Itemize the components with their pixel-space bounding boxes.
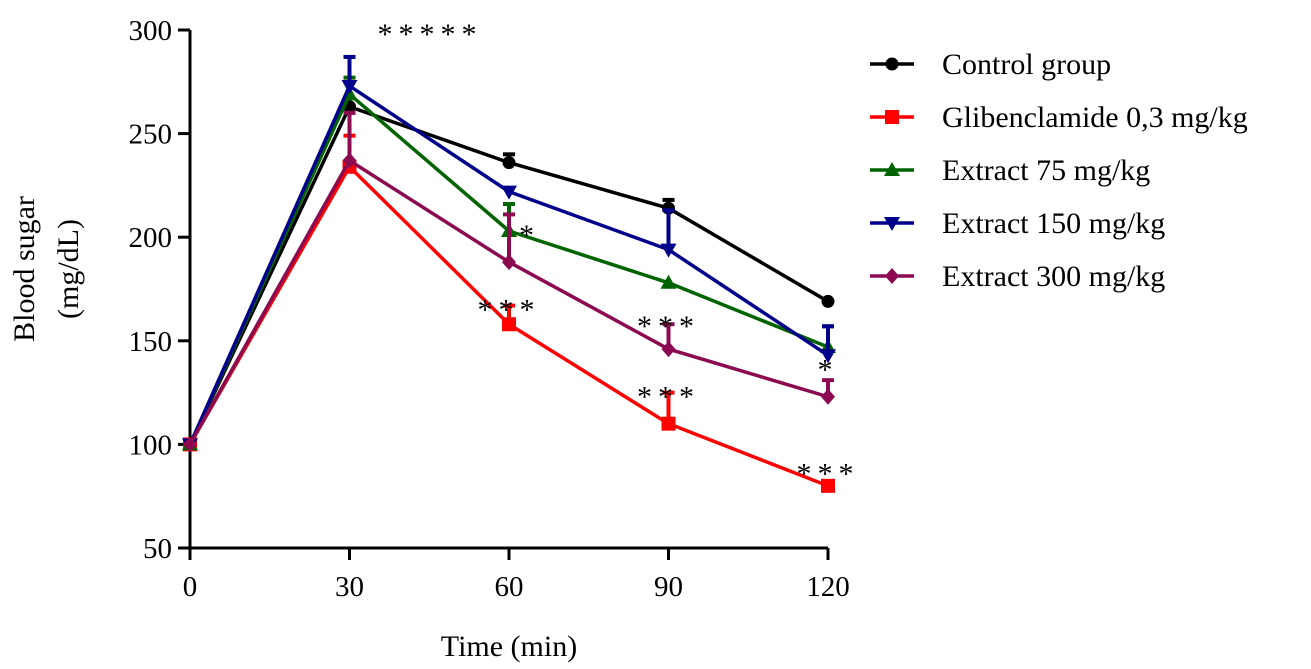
y-axis-title: (mg/dL) xyxy=(52,219,85,319)
legend-item: Extract 150 mg/kg xyxy=(870,207,1165,240)
series-layer xyxy=(182,54,836,493)
x-tick-label: 60 xyxy=(495,571,524,603)
data-point xyxy=(341,79,358,94)
series-5 xyxy=(183,110,835,453)
y-tick-label: 200 xyxy=(129,222,173,254)
data-point xyxy=(501,185,517,200)
y-tick-label: 150 xyxy=(129,326,173,358)
data-point xyxy=(502,317,516,332)
data-point xyxy=(821,294,835,308)
legend-item: Extract 300 mg/kg xyxy=(870,260,1165,293)
x-axis-title: Time (min) xyxy=(441,630,577,663)
data-point xyxy=(821,388,835,405)
legend-marker xyxy=(885,268,899,284)
data-point xyxy=(502,254,516,271)
x-tick-label: 0 xyxy=(183,571,198,603)
data-point xyxy=(821,478,835,493)
series-4 xyxy=(182,54,836,453)
annotations: ******************* xyxy=(378,18,860,490)
axes: 50 100 150 200 250 300 0 30 60 90 120 Time (min) Blo… xyxy=(8,15,850,663)
x-tick-label: 30 xyxy=(335,571,364,603)
y-tick-label: 300 xyxy=(129,15,173,47)
legend-item: Extract 75 mg/kg xyxy=(870,154,1150,187)
data-point xyxy=(820,349,836,364)
significance-annotation: *** xyxy=(797,457,860,490)
legend-label: Extract 150 mg/kg xyxy=(942,207,1165,240)
data-point xyxy=(183,436,197,453)
significance-annotation: *** xyxy=(637,310,700,343)
data-point xyxy=(660,274,677,289)
legend-item: Control group xyxy=(870,48,1111,81)
x-tick-label: 90 xyxy=(654,571,683,603)
legend-marker xyxy=(885,57,899,71)
legend-item: Glibenclamide 0,3 mg/kg xyxy=(870,101,1248,134)
significance-annotation: * xyxy=(519,219,540,252)
legend-label: Extract 300 mg/kg xyxy=(942,260,1165,293)
significance-annotation: *** xyxy=(637,381,700,414)
significance-annotation: *** xyxy=(478,294,541,327)
data-point xyxy=(342,152,357,169)
legend-label: Glibenclamide 0,3 mg/kg xyxy=(942,101,1248,134)
legend-label: Extract 75 mg/kg xyxy=(942,154,1150,187)
x-tick-label: 120 xyxy=(806,571,850,603)
data-point xyxy=(661,341,676,358)
legend-marker xyxy=(884,217,900,231)
y-tick-label: 250 xyxy=(129,119,173,151)
data-point xyxy=(660,243,677,258)
legend-marker xyxy=(884,162,900,176)
legend-label: Control group xyxy=(942,48,1111,81)
data-point xyxy=(661,416,676,431)
y-tick-label: 50 xyxy=(143,533,172,565)
y-axis-title: Blood sugar xyxy=(8,196,41,342)
significance-annotation: * xyxy=(818,354,839,387)
y-tick-label: 100 xyxy=(129,429,173,461)
series-1 xyxy=(183,100,835,451)
legend-marker xyxy=(885,110,899,124)
data-point xyxy=(502,156,516,170)
significance-annotation: ***** xyxy=(378,18,483,51)
legend: Control group Glibenclamide 0,3 mg/kg Extr… xyxy=(870,48,1248,293)
